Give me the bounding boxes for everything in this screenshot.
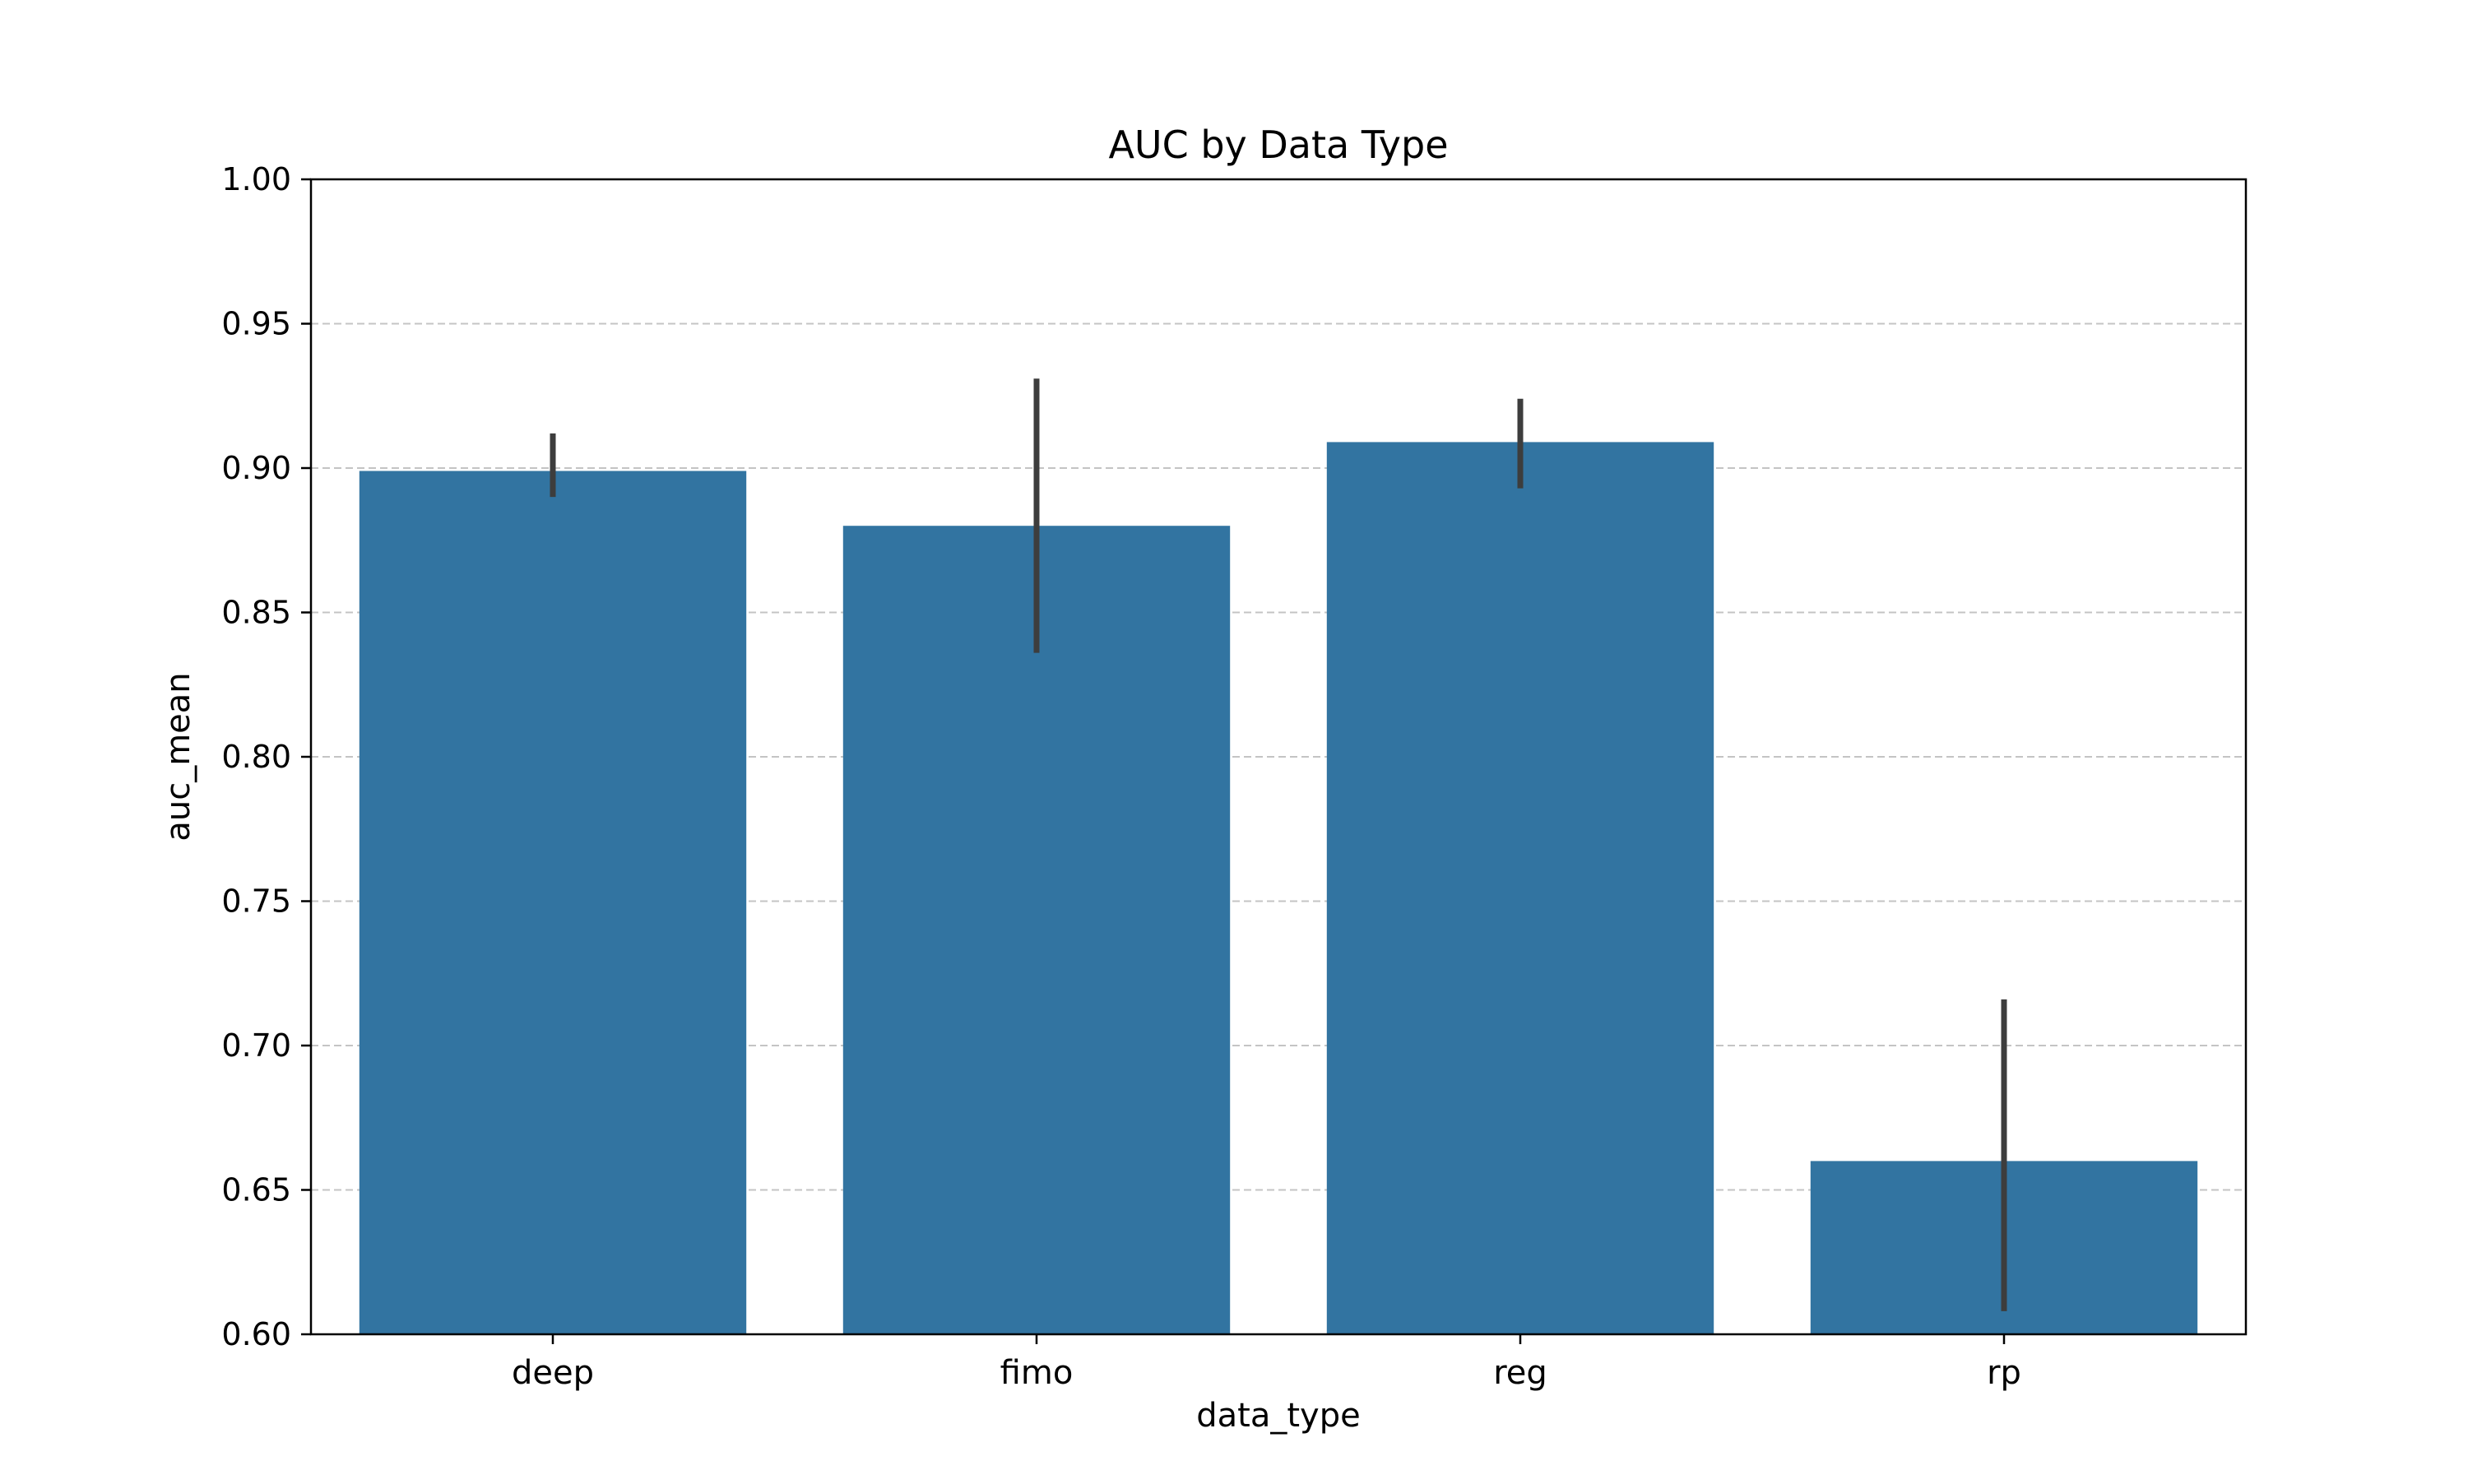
y-tick-label: 1.00	[221, 161, 291, 197]
y-tick-label: 0.90	[221, 450, 291, 486]
x-axis-label: data_type	[1196, 1397, 1360, 1435]
axis-ticks: 0.60 0.65 0.70 0.75 0.80 0.85 0.90 0.95 1.00 deep…	[221, 161, 2021, 1392]
y-tick-label: 0.85	[221, 595, 291, 631]
chart-title: AUC by Data Type	[1108, 123, 1448, 167]
bar-deep	[359, 471, 747, 1334]
bars	[359, 442, 2198, 1335]
y-tick-label: 0.70	[221, 1027, 291, 1064]
x-tick-label-reg: reg	[1493, 1354, 1547, 1392]
x-tick-label-fimo: fimo	[1000, 1354, 1074, 1392]
bar-fimo	[842, 526, 1231, 1334]
y-tick-label: 0.75	[221, 883, 291, 920]
y-axis-label: auc_mean	[160, 672, 197, 841]
x-tick-label-rp: rp	[1987, 1354, 2021, 1392]
y-tick-label: 0.60	[221, 1316, 291, 1352]
x-tick-label-deep: deep	[512, 1354, 594, 1392]
y-tick-label: 0.95	[221, 306, 291, 342]
error-bars	[550, 378, 2007, 1311]
y-tick-label: 0.65	[221, 1172, 291, 1208]
y-tick-label: 0.80	[221, 739, 291, 775]
bar-reg	[1326, 442, 1714, 1335]
